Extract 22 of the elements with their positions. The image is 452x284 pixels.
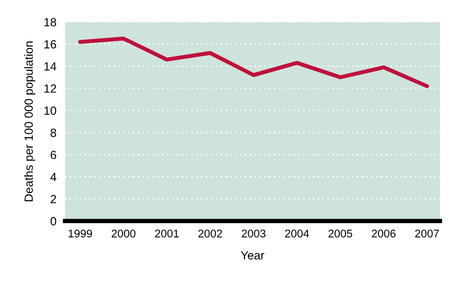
y-tick-label: 14 xyxy=(44,62,56,70)
y-tick-label: 12 xyxy=(44,84,56,93)
y-axis-title: Deaths per 100 000 population xyxy=(24,42,36,202)
x-tick-label: 2007 xyxy=(415,230,439,238)
y-tick-label: 6 xyxy=(50,150,56,160)
y-tick-label: 2 xyxy=(50,194,56,204)
x-tick-label: 2005 xyxy=(328,230,352,238)
x-tick-label: 2001 xyxy=(155,230,179,238)
x-tick-label: 2002 xyxy=(198,230,222,238)
x-tick-label: 2006 xyxy=(372,230,396,238)
x-axis-title: Year xyxy=(240,251,264,260)
y-tick-label: 10 xyxy=(44,106,56,115)
y-tick-label: 4 xyxy=(50,172,56,182)
x-tick-label: 1999 xyxy=(68,230,92,238)
y-tick-label: 0 xyxy=(50,217,56,226)
y-tick-label: 16 xyxy=(44,40,56,49)
line-series xyxy=(78,36,429,88)
y-tick-label: 8 xyxy=(50,128,56,137)
x-tick-label: 2004 xyxy=(285,230,309,238)
x-tick-label: 2003 xyxy=(242,230,266,238)
x-tick-label: 2000 xyxy=(112,230,136,238)
y-tick-label: 18 xyxy=(44,18,56,26)
